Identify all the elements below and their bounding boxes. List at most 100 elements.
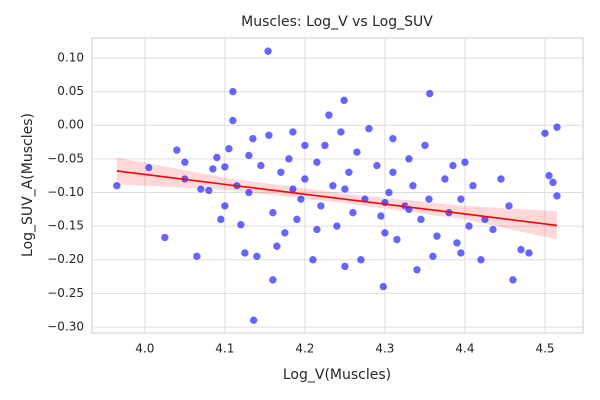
point [404, 154, 414, 164]
point [160, 233, 170, 242]
y-axis-label: Log_SUV_A(Muscles) [20, 113, 36, 257]
point [276, 167, 286, 177]
point [248, 134, 258, 143]
chart-title: Muscles: Log_V vs Log_SUV [241, 14, 433, 30]
point [524, 248, 534, 258]
point [112, 181, 122, 191]
point [376, 211, 386, 221]
point [144, 163, 154, 172]
point [344, 167, 354, 177]
point [244, 151, 254, 160]
point [172, 145, 182, 155]
point [288, 127, 298, 137]
point [468, 181, 478, 191]
point [300, 141, 310, 150]
x-tick-label: 4.1 [215, 342, 234, 356]
point [352, 147, 362, 157]
point [440, 174, 450, 184]
y-tick-label: 0.10 [57, 50, 84, 64]
point [332, 221, 342, 231]
x-tick-label: 4.0 [135, 342, 154, 356]
x-tick-label: 4.3 [375, 342, 394, 356]
point [340, 184, 350, 194]
point [284, 154, 294, 164]
point [196, 184, 206, 194]
point [312, 225, 322, 234]
y-tick-label: −0.25 [47, 286, 84, 300]
point [380, 198, 390, 207]
point [216, 215, 226, 224]
point [460, 157, 470, 167]
point [220, 162, 230, 172]
point [424, 194, 434, 204]
point [252, 252, 262, 261]
point [488, 225, 498, 234]
x-tick-label: 4.4 [455, 342, 474, 356]
point [508, 275, 518, 285]
point [236, 220, 246, 230]
point [544, 171, 554, 180]
point [180, 157, 190, 167]
point [476, 255, 486, 265]
point [256, 161, 266, 170]
point [356, 255, 366, 265]
y-tick-label: −0.05 [47, 151, 84, 165]
point [280, 228, 290, 238]
point [552, 122, 562, 132]
point [540, 128, 550, 138]
point [192, 252, 202, 261]
point [448, 161, 458, 170]
point [268, 208, 278, 217]
point [384, 188, 394, 197]
point [292, 215, 302, 224]
point [340, 262, 350, 271]
plot-area [91, 37, 584, 334]
point [224, 144, 234, 154]
point [552, 191, 562, 201]
point [208, 164, 218, 174]
point [312, 157, 322, 167]
y-tick-label: −0.15 [47, 219, 84, 233]
point [244, 188, 254, 197]
point [548, 178, 558, 187]
point [388, 134, 398, 143]
point [452, 238, 462, 248]
point [425, 89, 435, 98]
point [300, 174, 310, 184]
point [420, 141, 430, 150]
point [228, 116, 238, 125]
point [228, 87, 238, 96]
regression-line [116, 170, 558, 227]
point [272, 241, 282, 251]
point [464, 221, 474, 231]
point [339, 96, 349, 105]
point [249, 315, 258, 325]
y-tick-label: 0.05 [57, 84, 84, 98]
point [264, 131, 274, 140]
point [516, 245, 526, 254]
point [336, 127, 346, 137]
point [308, 255, 318, 265]
point [372, 161, 382, 170]
point [388, 167, 398, 177]
point [220, 201, 230, 211]
point [328, 181, 338, 191]
point [428, 252, 438, 261]
point [204, 186, 214, 195]
point [392, 235, 402, 244]
x-tick-label: 4.5 [535, 342, 554, 356]
point [379, 282, 388, 291]
point [412, 265, 422, 275]
point [268, 275, 278, 285]
point [416, 215, 426, 224]
y-tick-label: −0.10 [47, 185, 84, 199]
x-axis-label: Log_V(Muscles) [283, 367, 391, 383]
y-tick-label: 0.00 [57, 118, 84, 132]
point [212, 153, 222, 162]
point [496, 174, 506, 184]
point [296, 194, 306, 204]
point [432, 231, 442, 241]
point [364, 124, 374, 133]
point [348, 208, 358, 217]
